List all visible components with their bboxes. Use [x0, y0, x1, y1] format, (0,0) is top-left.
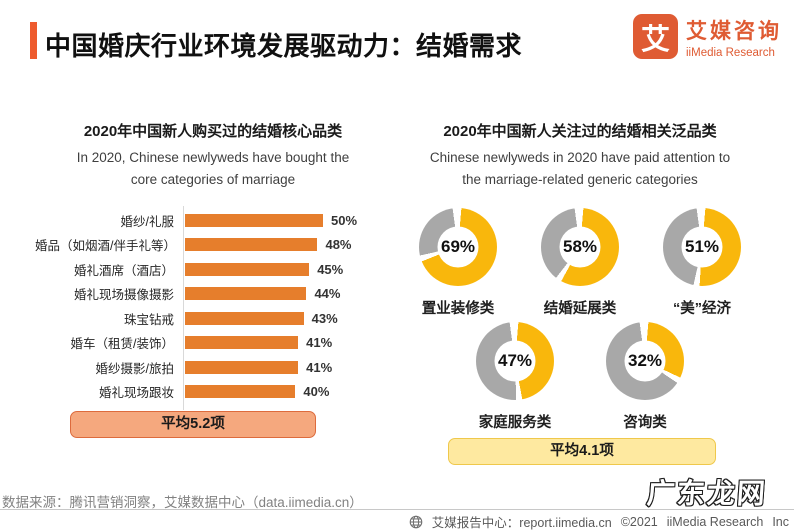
- bar-track: 44%: [179, 286, 391, 301]
- copyright-suffix: Inc: [772, 514, 789, 529]
- globe-icon: [409, 515, 423, 529]
- iimedia-logo-icon: 艾: [633, 14, 678, 59]
- donut-percentage: 51%: [684, 237, 720, 257]
- bar-track: 41%: [179, 360, 391, 375]
- donut-category-label: 结婚延展类: [543, 301, 617, 318]
- bar-category-label: 珠宝钻戒: [123, 312, 174, 327]
- donut-hole: [437, 226, 479, 268]
- right-chart-title-en: Chinese newlyweds in 2020 have paid atte…: [392, 147, 768, 190]
- bar-value-label: 44%: [314, 286, 341, 302]
- bar-row: 婚品（如烟酒/伴手礼等） 48%: [35, 233, 391, 258]
- page-title: 中国婚庆行业环境发展驱动力：结婚需求: [45, 31, 523, 61]
- bar-value-label: 41%: [306, 359, 333, 375]
- bar-track: 48%: [179, 237, 391, 252]
- bar-row: 婚纱/礼服 50%: [35, 208, 391, 233]
- donut-category-label: 咨询类: [623, 415, 667, 432]
- bar-fill: [185, 336, 299, 350]
- donut-ring: 51%: [663, 208, 741, 287]
- logo-name-cn: 艾媒咨询: [686, 19, 782, 43]
- bar-track: 43%: [179, 311, 391, 326]
- average-badge-right: 平均4.1项: [448, 438, 716, 466]
- bar-category-label: 婚礼现场跟妆: [98, 386, 174, 401]
- right-chart-title-en-line2: the marriage-related generic categories: [462, 171, 698, 187]
- bar-fill: [185, 287, 307, 301]
- logo-name-en: iiMedia Research: [686, 46, 775, 59]
- bar-value-label: 48%: [325, 237, 352, 253]
- donut-ring: 32%: [606, 322, 684, 401]
- watermark: 广东龙网: [645, 477, 769, 510]
- bar-fill: [185, 385, 296, 399]
- donut-item: 32% 咨询类: [580, 322, 710, 432]
- bar-value-label: 45%: [317, 261, 344, 277]
- bar-track: 45%: [179, 262, 391, 277]
- data-source-note: 数据来源：腾讯营销洞察，艾媒数据中心（data.iimedia.cn）: [2, 495, 363, 510]
- donut-item: 51% “美”经济: [641, 208, 763, 318]
- donut-row-1: 69% 置业装修类 58% 结婚延展类 51% “美”经济: [392, 208, 768, 318]
- bar-value-label: 43%: [311, 310, 338, 326]
- bar-value-label: 40%: [303, 384, 330, 400]
- bar-track: 50%: [179, 213, 391, 228]
- bar-category-label: 婚品（如烟酒/伴手礼等）: [35, 239, 176, 254]
- donut-item: 47% 家庭服务类: [450, 322, 580, 432]
- donut-hole: [494, 340, 536, 382]
- average-badge-left: 平均5.2项: [70, 411, 316, 439]
- bar-track: 41%: [179, 335, 391, 350]
- copyright-org: iiMedia Research: [666, 514, 764, 529]
- left-chart-title-en-line2: core categories of marriage: [130, 171, 296, 187]
- donut-item: 58% 结婚延展类: [519, 208, 641, 318]
- bar-fill: [185, 238, 318, 252]
- title-accent-bar: [30, 22, 37, 59]
- donut-ring: 47%: [476, 322, 554, 401]
- bar-row: 婚礼现场摄像摄影 44%: [35, 282, 391, 307]
- left-chart-title-cn: 2020年中国新人购买过的结婚核心品类: [83, 123, 343, 140]
- donut-hole: [624, 340, 666, 382]
- bar-row: 珠宝钻戒 43%: [35, 306, 391, 331]
- donut-item: 69% 置业装修类: [397, 208, 519, 318]
- bar-rows: 婚纱/礼服 50% 婚品（如烟酒/伴手礼等） 48% 婚礼酒席（酒店） 45% 婚礼现场摄像…: [35, 208, 391, 404]
- donut-ring: 58%: [541, 208, 619, 287]
- footer-divider: [0, 509, 794, 510]
- left-chart-title-en: In 2020, Chinese newlyweds have bought t…: [35, 147, 391, 190]
- left-chart-title-en-line1: In 2020, Chinese newlyweds have bought t…: [76, 150, 350, 165]
- bar-row: 婚礼酒席（酒店） 45%: [35, 257, 391, 282]
- bar-row: 婚礼现场跟妆 40%: [35, 380, 391, 405]
- bar-fill: [185, 213, 323, 227]
- donut-category-label: “美”经济: [673, 301, 731, 318]
- bar-fill: [185, 360, 299, 374]
- right-chart-title-cn: 2020年中国新人关注过的结婚相关泛品类: [443, 123, 717, 140]
- bar-fill: [185, 262, 310, 276]
- donut-percentage: 69%: [440, 237, 476, 257]
- bar-row: 婚车（租赁/装饰） 41%: [35, 331, 391, 356]
- bar-row: 婚纱摄影/旅拍 41%: [35, 355, 391, 380]
- donut-ring: 69%: [419, 208, 497, 287]
- donut-percentage: 32%: [627, 351, 663, 371]
- bar-chart-axis: [183, 206, 184, 411]
- bar-fill: [185, 311, 304, 325]
- bar-category-label: 婚礼酒席（酒店）: [73, 263, 174, 278]
- copyright-year: ©2021: [620, 514, 658, 529]
- donut-category-label: 置业装修类: [421, 301, 495, 318]
- bar-category-label: 婚纱/礼服: [120, 214, 174, 229]
- bar-chart: 婚纱/礼服 50% 婚品（如烟酒/伴手礼等） 48% 婚礼酒席（酒店） 45% 婚礼现场摄像…: [35, 206, 391, 411]
- iimedia-logo-text: 艾媒咨询 iiMedia Research: [686, 15, 782, 59]
- bar-category-label: 婚车（租赁/装饰）: [70, 337, 174, 352]
- generic-categories-panel: 2020年中国新人关注过的结婚相关泛品类 Chinese newlyweds i…: [392, 120, 768, 466]
- iimedia-logo: 艾 艾媒咨询 iiMedia Research: [633, 14, 782, 59]
- donut-row-2: 47% 家庭服务类 32% 咨询类: [392, 322, 768, 432]
- report-center-link: 艾媒报告中心：report.iimedia.cn: [431, 516, 612, 530]
- bar-value-label: 41%: [306, 335, 333, 351]
- footer-bar: 艾媒报告中心：report.iimedia.cn ©2021 iiMedia R…: [409, 512, 789, 531]
- donut-percentage: 58%: [562, 237, 598, 257]
- bar-category-label: 婚礼现场摄像摄影: [73, 288, 174, 303]
- donut-category-label: 家庭服务类: [478, 415, 552, 432]
- bar-track: 40%: [179, 384, 391, 399]
- donut-hole: [559, 226, 601, 268]
- bar-value-label: 50%: [331, 212, 358, 228]
- bar-category-label: 婚纱摄影/旅拍: [95, 361, 174, 376]
- right-chart-title-en-line1: Chinese newlyweds in 2020 have paid atte…: [429, 150, 731, 165]
- donut-percentage: 47%: [497, 351, 533, 371]
- core-categories-panel: 2020年中国新人购买过的结婚核心品类 In 2020, Chinese new…: [35, 120, 391, 439]
- donut-hole: [681, 226, 723, 268]
